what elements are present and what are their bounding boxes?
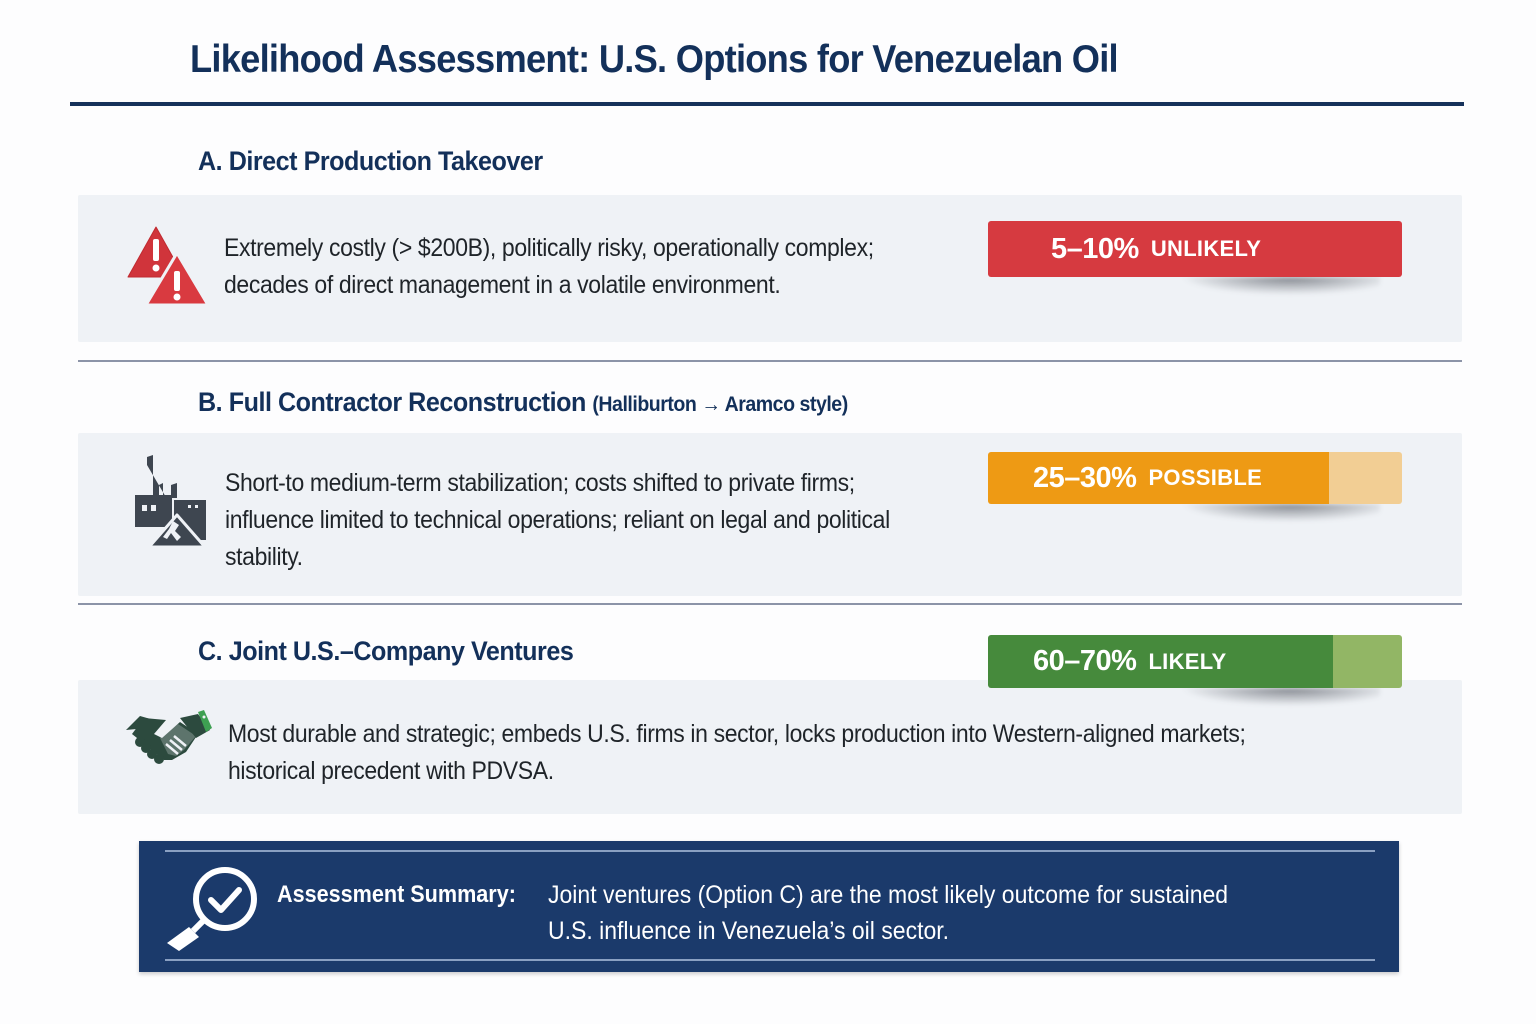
option-b-description: Short-to medium-term stabilization; cost… (225, 465, 890, 576)
option-b-subtitle: (Halliburton → Aramco style) (592, 393, 848, 416)
option-a-description: Extremely costly (> $200B), politically … (224, 230, 874, 304)
description-line: Short-to medium-term stabilization; cost… (225, 469, 855, 497)
badge-shadow (1180, 688, 1380, 706)
summary-line: U.S. influence in Venezuela’s oil sector… (548, 917, 950, 945)
page-title: Likelihood Assessment: U.S. Options for … (190, 38, 1119, 81)
option-b-heading: B. Full Contractor Reconstruction (Halli… (198, 387, 848, 418)
badge-fill: 5–10% UNLIKELY (988, 221, 1402, 277)
option-c-likelihood-badge: 60–70% LIKELY (988, 635, 1402, 688)
summary-top-rule (165, 850, 1375, 852)
section-divider (78, 360, 1462, 362)
badge-percent: 5–10% (1051, 232, 1139, 265)
option-c-title: C. Joint U.S.–Company Ventures (198, 636, 574, 666)
badge-label: UNLIKELY (1150, 236, 1262, 261)
badge-remainder (1329, 452, 1402, 504)
badge-shadow (1180, 277, 1380, 295)
section-divider (78, 603, 1462, 605)
factory-construction-icon (133, 455, 209, 556)
badge-remainder (1333, 635, 1402, 688)
badge-fill: 25–30% POSSIBLE (988, 452, 1329, 504)
option-b-title: B. Full Contractor Reconstruction (198, 387, 586, 417)
badge-shadow (1180, 504, 1380, 522)
summary-text: Joint ventures (Option C) are the most l… (548, 877, 1284, 949)
description-line: stability. (225, 543, 303, 571)
description-line: influence limited to technical operation… (225, 506, 890, 534)
option-c-heading: C. Joint U.S.–Company Ventures (198, 636, 574, 667)
description-line: decades of direct management in a volati… (224, 271, 781, 299)
badge-fill: 60–70% LIKELY (988, 635, 1333, 688)
option-b-likelihood-badge: 25–30% POSSIBLE (988, 452, 1402, 504)
option-a-likelihood-badge: 5–10% UNLIKELY (988, 221, 1402, 277)
badge-percent: 25–30% (1033, 461, 1137, 494)
option-a-title: A. Direct Production Takeover (198, 146, 543, 176)
option-a-heading: A. Direct Production Takeover (198, 146, 543, 177)
magnifier-check-icon (163, 863, 263, 958)
option-c-description: Most durable and strategic; embeds U.S. … (228, 716, 1246, 790)
summary-label: Assessment Summary: (277, 881, 516, 908)
description-line: Extremely costly (> $200B), politically … (224, 234, 874, 262)
description-line: Most durable and strategic; embeds U.S. … (228, 720, 1246, 748)
handshake-icon (124, 708, 212, 771)
warning-triangles-icon (126, 225, 210, 312)
badge-label: LIKELY (1148, 648, 1227, 674)
description-line: historical precedent with PDVSA. (228, 757, 554, 785)
summary-bottom-rule (165, 959, 1375, 961)
badge-percent: 60–70% (1033, 645, 1137, 677)
assessment-summary-panel: Assessment Summary: Joint ventures (Opti… (139, 841, 1399, 972)
summary-line: Joint ventures (Option C) are the most l… (548, 881, 1229, 909)
badge-label: POSSIBLE (1148, 465, 1263, 490)
title-divider (70, 102, 1464, 106)
